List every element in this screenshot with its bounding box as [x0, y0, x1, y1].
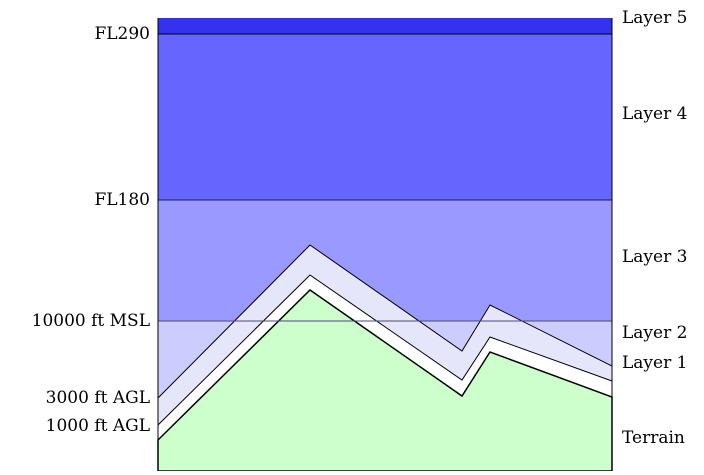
layer3-label: Layer 3 [622, 247, 688, 267]
fl180-label: FL180 [94, 190, 150, 210]
layer2-label: Layer 2 [622, 323, 688, 343]
terrain-label: Terrain [622, 428, 685, 448]
agl-1000-label: 1000 ft AGL [45, 416, 150, 436]
layer5-band [158, 18, 612, 34]
layer4-band [158, 34, 612, 200]
layer5-label: Layer 5 [622, 8, 688, 28]
layer4-label: Layer 4 [622, 104, 688, 124]
fl290-label: FL290 [94, 24, 150, 44]
agl-3000-label: 3000 ft AGL [45, 388, 150, 408]
msl-10000-label: 10000 ft MSL [31, 311, 150, 331]
layer1-label: Layer 1 [622, 353, 688, 373]
